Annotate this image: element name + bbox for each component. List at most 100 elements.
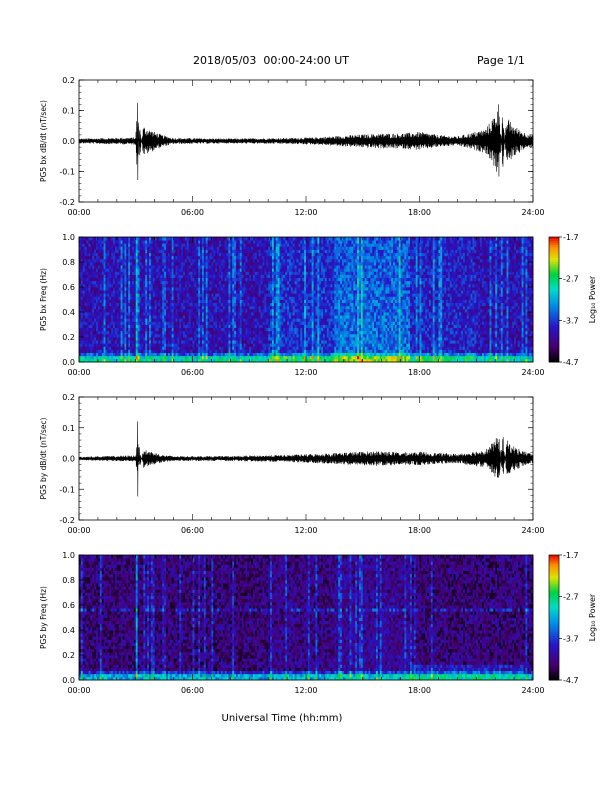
heatmap-cell <box>105 249 108 254</box>
heatmap-cell <box>166 249 169 254</box>
heatmap-cell <box>169 271 173 275</box>
heatmap-cell <box>164 265 167 269</box>
heatmap-cell <box>116 312 120 316</box>
heatmap-cell <box>215 290 218 294</box>
heatmap-cell <box>224 243 227 247</box>
heatmap-cell <box>145 358 148 363</box>
heatmap-cell <box>92 333 95 338</box>
heatmap-cell <box>209 321 212 325</box>
heatmap-cell <box>86 249 89 254</box>
heatmap-cell <box>103 290 106 294</box>
heatmap-cell <box>118 346 122 350</box>
heatmap-cell <box>190 271 193 275</box>
page-title: 2018/05/03 00:00-24:00 UT <box>193 54 350 67</box>
heatmap-cell <box>228 315 231 319</box>
heatmap-cell <box>92 343 95 347</box>
heatmap-cell <box>139 305 142 310</box>
heatmap-cell <box>141 277 144 282</box>
heatmap-cell <box>222 252 226 257</box>
heatmap-cell <box>120 280 123 285</box>
heatmap-cell <box>175 252 178 257</box>
heatmap-cell <box>166 305 169 310</box>
heatmap-cell <box>166 312 169 316</box>
heatmap-cell <box>97 349 101 354</box>
heatmap-cell <box>141 287 144 291</box>
heatmap-cell <box>79 274 82 279</box>
heatmap-cell <box>175 296 178 300</box>
heatmap-cell <box>79 312 82 316</box>
heatmap-cell <box>166 274 169 279</box>
heatmap-cell <box>232 321 235 325</box>
heatmap-cell <box>150 337 154 341</box>
heatmap-cell <box>133 308 137 313</box>
heatmap-cell <box>141 271 144 275</box>
heatmap-cell <box>222 346 226 350</box>
heatmap-cell <box>236 268 239 272</box>
heatmap-cell <box>230 337 233 341</box>
heatmap-cell <box>118 337 122 341</box>
heatmap-cell <box>84 333 87 338</box>
heatmap-cell <box>183 302 186 307</box>
heatmap-cell <box>158 243 161 247</box>
heatmap-cell <box>94 305 97 310</box>
heatmap-cell <box>94 302 97 307</box>
heatmap-cell <box>94 280 97 285</box>
heatmap-cell <box>137 330 140 335</box>
heatmap-cell <box>147 302 150 307</box>
heatmap-cell <box>177 246 180 250</box>
heatmap-cell <box>99 355 103 360</box>
heatmap-cell <box>107 246 110 250</box>
heatmap-cell <box>211 252 214 257</box>
heatmap-cell <box>154 265 157 269</box>
heatmap-cell <box>94 240 97 244</box>
heatmap-cell <box>103 346 106 350</box>
heatmap-cell <box>143 308 146 313</box>
heatmap-cell <box>236 280 239 285</box>
heatmap-cell <box>154 308 157 313</box>
heatmap-cell <box>97 237 101 241</box>
heatmap-cell <box>92 324 95 329</box>
heatmap-cell <box>217 346 220 350</box>
heatmap-cell <box>224 258 227 263</box>
heatmap-cell <box>177 262 180 266</box>
heatmap-cell <box>82 346 86 350</box>
heatmap-cell <box>167 271 171 275</box>
heatmap-cell <box>166 243 169 247</box>
heatmap-cell <box>114 324 118 329</box>
heatmap-cell <box>192 287 195 291</box>
heatmap-cell <box>139 312 142 316</box>
heatmap-cell <box>94 296 97 300</box>
heatmap-cell <box>122 277 125 282</box>
heatmap-cell <box>154 296 157 300</box>
heatmap-cell <box>128 280 131 285</box>
heatmap-cell <box>147 308 150 313</box>
heatmap-cell <box>209 271 212 275</box>
heatmap-cell <box>96 237 99 241</box>
heatmap-cell <box>82 349 86 354</box>
heatmap-cell <box>120 312 123 316</box>
heatmap-cell <box>118 343 122 347</box>
heatmap-cell <box>152 268 156 272</box>
heatmap-cell <box>215 315 218 319</box>
heatmap-cell <box>90 340 93 344</box>
heatmap-cell <box>97 296 101 300</box>
heatmap-cell <box>198 293 201 297</box>
heatmap-cell <box>179 312 182 316</box>
heatmap-cell <box>143 349 146 354</box>
heatmap-cell <box>139 268 142 272</box>
heatmap-cell <box>162 340 165 344</box>
heatmap-cell <box>173 355 176 360</box>
heatmap-cell <box>79 280 82 285</box>
heatmap-cell <box>160 333 163 338</box>
heatmap-cell <box>156 258 159 263</box>
heatmap-cell <box>232 358 235 363</box>
heatmap-cell <box>198 312 201 316</box>
heatmap-cell <box>90 277 93 282</box>
heatmap-cell <box>186 315 190 319</box>
heatmap-cell <box>201 252 205 257</box>
heatmap-cell <box>169 321 173 325</box>
heatmap-cell <box>173 349 176 354</box>
heatmap-cell <box>120 255 123 260</box>
heatmap-cell <box>207 352 210 357</box>
heatmap-cell <box>211 312 214 316</box>
